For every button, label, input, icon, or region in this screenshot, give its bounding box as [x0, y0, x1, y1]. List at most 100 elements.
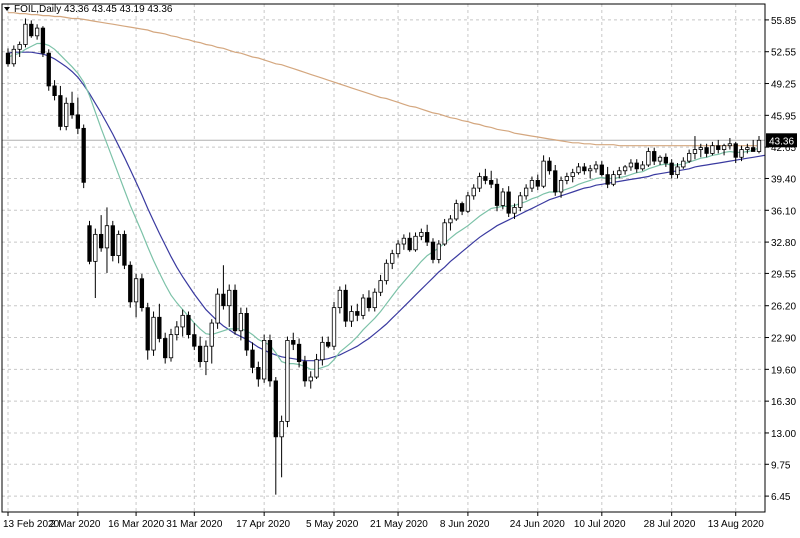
candle-body — [628, 162, 634, 168]
y-tick-label: 6.45 — [771, 492, 791, 503]
y-axis: 55.85 52.55 49.25 45.95 42.65 39.40 36.10 32.80… — [765, 16, 796, 503]
candle — [273, 377, 278, 495]
candle — [529, 176, 535, 192]
candle-body — [163, 338, 168, 359]
candle-body — [413, 235, 418, 251]
candle-body — [203, 345, 209, 363]
candle — [448, 215, 453, 231]
candle-body — [227, 289, 232, 307]
candle-body — [570, 172, 575, 177]
candle — [477, 172, 482, 192]
candle — [180, 309, 185, 337]
candle — [582, 163, 587, 175]
candle-body — [500, 191, 505, 206]
candle — [704, 143, 709, 158]
candle-body — [582, 166, 587, 172]
symbol-header: FOIL,Daily 43.36 43.45 43.19 43.36 — [4, 4, 173, 15]
candle-body — [11, 48, 16, 65]
candle — [733, 141, 738, 164]
candle-body — [93, 233, 98, 262]
candle — [390, 249, 395, 270]
y-tick-label: 42.65 — [771, 143, 796, 154]
x-tick-label: 13 Feb 2020 — [3, 519, 60, 530]
candle-body — [448, 218, 453, 224]
candle-body — [617, 170, 622, 176]
candle-body — [547, 160, 552, 172]
candle-body — [605, 174, 610, 185]
candle-body — [407, 237, 412, 251]
y-tick-label: 55.85 — [771, 16, 796, 27]
candle — [174, 321, 179, 341]
candle — [227, 284, 232, 327]
candle-body — [535, 180, 540, 187]
candle — [657, 155, 663, 165]
candle-body — [751, 147, 756, 152]
candle-body — [553, 170, 558, 193]
candle-body — [5, 52, 11, 65]
candle — [46, 49, 51, 91]
candle — [500, 188, 505, 210]
dropdown-triangle-icon[interactable] — [4, 7, 10, 11]
candle-body — [558, 180, 564, 193]
candle-body — [244, 313, 249, 351]
y-tick-label: 16.30 — [771, 397, 796, 408]
candle — [110, 220, 115, 262]
candle-body — [652, 151, 657, 162]
candle — [244, 307, 249, 356]
candle — [366, 290, 372, 312]
candle-body — [436, 243, 441, 260]
candle — [331, 301, 337, 351]
candle-body — [145, 307, 150, 351]
candle — [430, 238, 436, 264]
candle — [425, 224, 430, 246]
candle-body — [588, 168, 593, 172]
candle-body — [75, 114, 81, 129]
candle-body — [442, 222, 447, 245]
x-tick-label: 31 Mar 2020 — [166, 519, 223, 530]
candle-body — [168, 334, 174, 359]
candle — [192, 323, 197, 351]
candle-body — [506, 191, 511, 214]
candle-body — [279, 420, 284, 438]
candle — [576, 163, 581, 175]
candle-body — [302, 361, 308, 382]
candle-body — [716, 145, 721, 150]
candle — [721, 143, 727, 156]
candle-body — [372, 291, 377, 309]
candle-body — [232, 289, 238, 332]
candle-body — [197, 345, 203, 363]
candle — [523, 184, 529, 200]
candle — [646, 147, 651, 167]
candle — [133, 273, 139, 318]
candle — [675, 163, 680, 179]
candle — [372, 288, 377, 312]
candle-body — [395, 243, 401, 255]
candle-body — [564, 176, 570, 181]
candle — [343, 284, 348, 327]
candle-body — [262, 340, 267, 380]
candle-body — [454, 203, 459, 220]
candle-body — [326, 341, 331, 347]
candle-body — [401, 237, 407, 245]
candle-body — [186, 314, 191, 336]
candle — [221, 265, 226, 310]
candle — [617, 166, 622, 179]
candle-body — [698, 147, 703, 150]
candle-body — [296, 343, 302, 363]
candle-body — [23, 23, 28, 45]
candle — [442, 218, 447, 246]
candle-body — [104, 225, 110, 249]
candle — [197, 336, 203, 368]
last-price-tag-bg — [766, 133, 797, 148]
candle-body — [523, 187, 529, 197]
candle — [692, 136, 698, 160]
x-tick-label: 8 Jun 2020 — [440, 519, 490, 530]
candle-body — [209, 322, 214, 347]
y-tick-label: 19.60 — [771, 365, 796, 376]
y-tick-label: 49.25 — [771, 80, 796, 91]
candle — [87, 220, 92, 265]
candle — [23, 18, 28, 48]
candle-body — [419, 232, 424, 237]
candle-body — [634, 162, 639, 170]
